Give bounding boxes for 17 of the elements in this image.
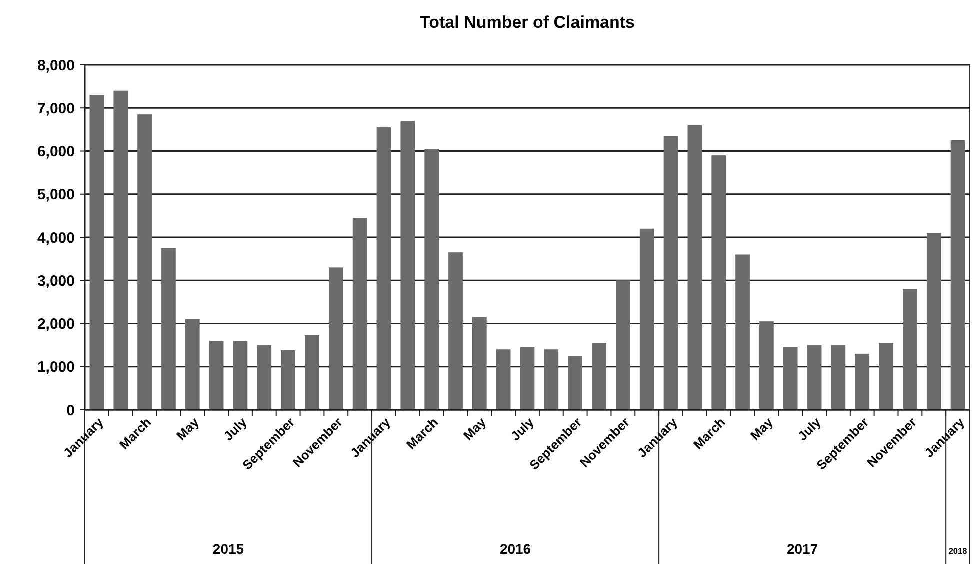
y-tick-label: 5,000	[37, 186, 75, 204]
x-tick-label: May	[748, 414, 777, 444]
x-tick-label: May	[173, 414, 203, 444]
text: 2018	[948, 546, 968, 556]
x-tick-label: May	[460, 414, 490, 444]
y-tick-label: 7,000	[37, 100, 75, 118]
y-tick-label: 0	[66, 402, 75, 420]
y-tick-label: 6,000	[37, 144, 75, 160]
y-tick-label: 8,000	[37, 57, 75, 74]
y-tick-label: 1,000	[37, 359, 75, 376]
y-tick-label: 2,000	[37, 316, 75, 333]
text: 2017	[786, 541, 818, 557]
y-tick-label: 3,000	[37, 272, 75, 290]
text: 2016	[500, 541, 532, 557]
chart-title: Total Number of Claimants	[420, 13, 636, 32]
y-tick-label: 4,000	[37, 230, 75, 247]
text: 2015	[212, 541, 244, 557]
